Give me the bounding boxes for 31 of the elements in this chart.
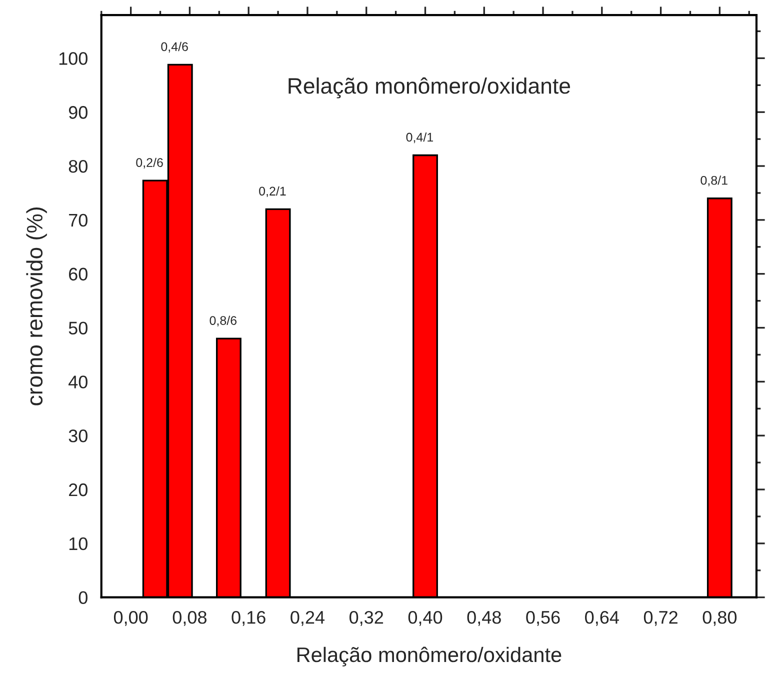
x-tick-label: 0,72 [644, 610, 678, 626]
annotation: 0,2/6 [136, 158, 163, 168]
x-tick-label: 0,40 [408, 610, 442, 626]
x-tick-label: 0,00 [114, 610, 148, 626]
y-tick-label: 100 [59, 52, 88, 65]
x-tick-label: 0,48 [467, 610, 501, 626]
y-tick-label: 90 [68, 106, 88, 119]
y-tick-label: 40 [68, 376, 88, 388]
annotation: Relação monômero/oxidante [288, 77, 570, 98]
y-tick-label: 80 [68, 160, 88, 173]
y-tick-label: 50 [68, 322, 88, 334]
y-tick-label: 70 [69, 214, 88, 227]
y-tick-label: 10 [69, 537, 88, 550]
y-tick-label: 60 [69, 268, 88, 281]
annotation: 0,8/1 [700, 176, 728, 186]
y-tick-label: 0 [78, 591, 88, 604]
annotation: 0,4/6 [161, 42, 188, 53]
y-axis-title: cromo removido (%) [26, 208, 47, 406]
x-tick-label: 0,08 [172, 610, 206, 626]
y-tick-label: 30 [68, 430, 88, 442]
x-tick-label: 0,16 [232, 610, 266, 626]
x-tick-label: 0,80 [702, 610, 737, 626]
x-tick-label: 0,32 [350, 610, 384, 626]
annotation: 0,2/1 [259, 186, 286, 198]
annotation: 0,4/1 [406, 132, 433, 144]
annotation: 0,8/6 [210, 316, 237, 326]
x-tick-label: 0,56 [526, 610, 560, 626]
x-axis-title: Relação monômero/oxidante [297, 646, 562, 666]
x-tick-label: 0,24 [290, 610, 325, 626]
y-tick-label: 20 [69, 483, 88, 496]
x-tick-label: 0,64 [585, 610, 619, 626]
